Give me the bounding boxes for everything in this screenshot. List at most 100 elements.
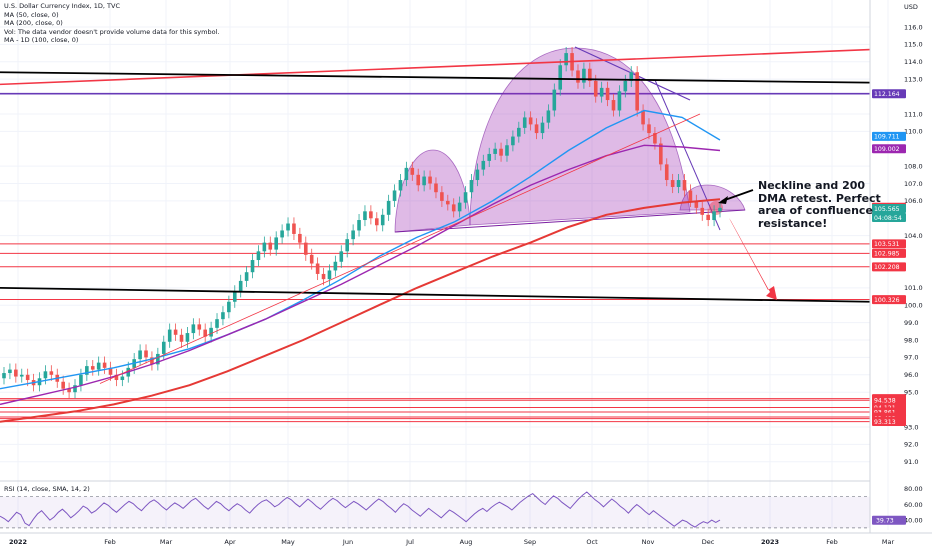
upper-black-trend — [0, 71, 871, 84]
price-label-text: 109.711 — [874, 134, 900, 141]
y-tick-label: 110.0 — [904, 128, 923, 136]
price-label-bg — [872, 262, 906, 272]
candle-body — [8, 369, 12, 374]
candle-body — [517, 127, 521, 137]
candle-body — [191, 324, 196, 334]
candle-body — [593, 80, 598, 97]
candle-body — [576, 70, 580, 83]
y-tick-label: 93.0 — [904, 423, 918, 431]
candle-body — [79, 374, 83, 386]
price-label-text: 04:08:54 — [874, 215, 902, 222]
candle-body — [120, 376, 125, 381]
candle-body — [511, 136, 515, 146]
candle-body — [718, 207, 722, 212]
candle-body — [605, 87, 610, 101]
y-tick-label: 101.0 — [904, 284, 923, 292]
candle-body — [280, 230, 284, 238]
candle-body — [108, 367, 113, 375]
candle-body — [138, 350, 142, 360]
candle-body — [274, 237, 278, 250]
rsi-band — [0, 496, 870, 528]
candle-body — [2, 373, 6, 379]
candle-body — [321, 273, 326, 280]
x-tick-label: Apr — [224, 538, 236, 546]
candles — [2, 46, 722, 399]
price-label-text: 93.313 — [874, 419, 896, 426]
candle-body — [185, 333, 190, 342]
candle-body — [250, 260, 255, 273]
candle-body — [647, 124, 651, 134]
candle-body — [144, 350, 148, 358]
candle-body — [380, 214, 385, 226]
price-label-text: 94.538 — [874, 398, 896, 405]
x-tick-label: Feb — [104, 538, 116, 546]
x-tick-label: Sep — [524, 538, 536, 546]
candle-body — [85, 366, 89, 375]
candle-body — [487, 153, 492, 161]
candle-body — [49, 371, 54, 375]
x-tick-label: May — [281, 538, 295, 546]
legend-ma50: MA (50, close, 0) — [4, 10, 59, 19]
candle-body — [493, 148, 497, 154]
price-label-bg — [872, 131, 906, 141]
candle-body — [706, 214, 710, 221]
price-axis[interactable]: 91.0 92.0 93.0 95.0 96.0 97.0 98.0 99.0 100.0 101… — [904, 23, 923, 466]
y-tick-label: 116.0 — [904, 23, 923, 31]
price-label-bg — [872, 395, 906, 405]
y-tick-label: 113.0 — [904, 75, 923, 83]
candle-body — [339, 251, 344, 262]
candle-body — [617, 91, 622, 111]
candle-body — [653, 133, 657, 144]
rsi-pane[interactable]: 80.00 60.00 40.00 39.73 — [0, 480, 923, 529]
price-label-bg — [872, 417, 906, 427]
horizontal-levels — [0, 92, 870, 423]
candle-body — [215, 319, 219, 328]
candle-body — [209, 327, 213, 337]
price-label-text: 100.326 — [874, 297, 900, 304]
candle-body — [534, 124, 539, 134]
price-label-bg — [872, 239, 906, 249]
rsi-tick-label: 80.00 — [904, 485, 923, 493]
upper-red-trend — [0, 48, 871, 86]
x-tick-label: Aug — [460, 538, 473, 546]
x-tick-label: Jul — [405, 538, 414, 546]
candle-body — [298, 233, 302, 243]
y-tick-label: 91.0 — [904, 458, 918, 466]
y-tick-label: 97.0 — [904, 354, 918, 362]
candle-body — [268, 242, 273, 250]
y-tick-label: 104.0 — [904, 232, 923, 240]
candle-body — [712, 211, 716, 221]
candle-body — [309, 254, 314, 264]
legend-ma100: MA - 1D (100, close, 0) — [4, 36, 79, 45]
candle-body — [221, 312, 225, 320]
candle-body — [333, 261, 338, 271]
candle-body — [463, 192, 468, 203]
candle-body — [369, 211, 373, 219]
x-tick-label: 2022 — [9, 538, 27, 546]
candle-body — [582, 68, 586, 83]
candle-body — [351, 230, 355, 240]
rsi-title: RSI (14, close, SMA, 14, 2) — [4, 485, 90, 493]
x-tick-label: Mar — [160, 538, 173, 546]
candle-body — [256, 251, 261, 261]
candle-body — [440, 192, 444, 201]
candle-body — [286, 223, 290, 231]
candle-body — [428, 176, 432, 184]
candle-body — [629, 72, 634, 81]
rsi-value-bg — [872, 515, 906, 525]
candle-body — [499, 148, 503, 156]
candle-body — [670, 180, 675, 187]
price-label-bg — [872, 212, 906, 222]
candle-body — [345, 239, 350, 252]
y-tick-label: 98.0 — [904, 336, 918, 344]
candle-body — [676, 180, 681, 187]
legend-ma200: MA (200, close, 0) — [4, 19, 63, 28]
candle-body — [688, 190, 693, 201]
candle-body — [410, 167, 415, 175]
y-tick-label: 96.0 — [904, 371, 918, 379]
price-label-bg — [872, 295, 906, 305]
x-tick-label: Oct — [586, 538, 598, 546]
chart-legend: U.S. Dollar Currency Index, 1D, TVC MA (… — [4, 2, 219, 45]
